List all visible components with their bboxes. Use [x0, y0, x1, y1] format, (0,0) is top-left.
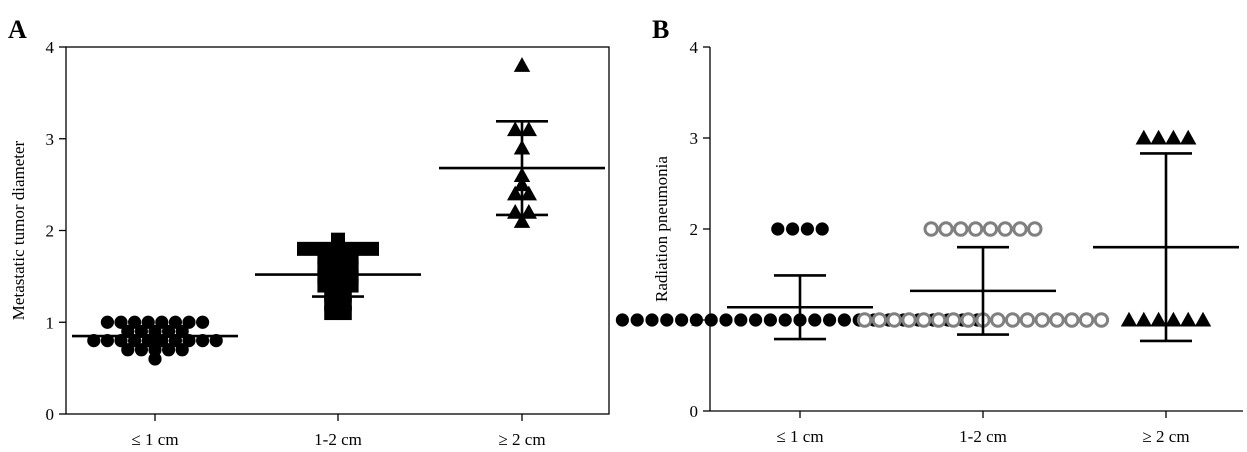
- panel-a-y-tick-label: 3: [46, 130, 55, 149]
- panel-b-marks: [615, 129, 1239, 343]
- panel-b-data-point: [815, 222, 829, 236]
- panel-b-data-point: [1034, 312, 1050, 328]
- panel-b-y-axis-title: Radiation pneumonia: [652, 156, 671, 302]
- panel-b-data-point: [808, 313, 822, 327]
- panel-b-data-point: [930, 312, 947, 328]
- panel-a-data-point: [513, 57, 531, 72]
- panel-a-data-point: [513, 213, 531, 228]
- panel-b-data-point: [1064, 312, 1080, 328]
- panel-b-data-point: [1004, 312, 1021, 328]
- panel-a-data-point: [507, 185, 524, 201]
- panel-b-data-point: [1150, 311, 1167, 327]
- panel-a-marks: [72, 57, 605, 366]
- panel-b-axes: 01234Radiation pneumonia≤ 1 cm1-2 cm≥ 2 …: [652, 38, 1243, 446]
- panel-b-data-point: [771, 222, 785, 236]
- panel-a-data-point: [337, 306, 352, 321]
- panel-a-data-point: [365, 241, 379, 256]
- panel-a-data-point: [297, 241, 311, 256]
- panel-b-data-point: [630, 313, 644, 327]
- panel-a-data-point: [520, 185, 537, 201]
- panel-a-axes: 0 1 2 3 4 Metastatic tumor diameter ≤ 1 cm 1-2 …: [9, 38, 610, 449]
- panel-a-data-point: [114, 315, 128, 329]
- panel-b-data-point: [1019, 312, 1036, 328]
- panel-b-data-point: [1135, 311, 1152, 327]
- panel-b-data-point: [823, 313, 837, 327]
- panel-a-y-axis-title: Metastatic tumor diameter: [9, 140, 28, 320]
- panel-b-category-label: ≥ 2 cm: [1142, 427, 1189, 446]
- panel-b-data-point: [615, 313, 630, 327]
- panel-a-category-label: ≤ 1 cm: [131, 430, 178, 449]
- panel-a-data-point: [182, 315, 196, 329]
- panel-b-data-point: [689, 313, 704, 327]
- panel-b-y-tick-label: 0: [690, 402, 699, 421]
- panel-b-y-tick-label: 3: [690, 129, 699, 148]
- panel-b-data-point: [704, 313, 718, 327]
- panel-b-data-point: [990, 312, 1006, 328]
- panel-b-letter: B: [652, 15, 669, 44]
- panel-b-y-tick-label: 4: [690, 38, 699, 57]
- panel-a-y-tick-label: 0: [46, 405, 55, 424]
- panel-b-data-point: [675, 313, 689, 327]
- panel-b-data-point: [1093, 312, 1110, 328]
- panel-b-category-label: ≤ 1 cm: [776, 427, 823, 446]
- panel-a-data-point: [507, 121, 524, 137]
- panel-b-data-point: [660, 313, 674, 327]
- panel-b-chart: B 01234Radiation pneumonia≤ 1 cm1-2 cm≥ …: [615, 15, 1243, 446]
- panel-b-data-point: [1180, 311, 1197, 327]
- panel-a-y-tick-label: 2: [46, 222, 55, 241]
- panel-b-data-point: [1165, 129, 1182, 145]
- panel-a-data-point: [148, 352, 162, 366]
- panel-a-data-point: [196, 315, 210, 329]
- panel-b-data-point: [1150, 129, 1167, 145]
- panel-b-data-point: [1027, 221, 1043, 237]
- panel-b-data-point: [778, 313, 792, 327]
- panel-a-letter: A: [8, 15, 27, 44]
- panel-a-category-label: ≥ 2 cm: [498, 430, 545, 449]
- panel-a-chart: A 0 1 2 3 4 Metastatic tumor diameter ≤ 1 cm 1-…: [8, 15, 610, 449]
- panel-b-data-point: [734, 313, 748, 327]
- panel-b-data-point: [982, 221, 999, 237]
- panel-a-data-point: [100, 315, 114, 329]
- panel-b-data-point: [871, 312, 888, 328]
- panel-b-category-label: 1-2 cm: [959, 427, 1007, 446]
- panel-a-data-point: [520, 121, 537, 137]
- panel-b-data-point: [800, 222, 815, 236]
- panel-b-data-point: [719, 313, 733, 327]
- panel-b-data-point: [967, 221, 984, 237]
- panel-b-data-point: [945, 312, 962, 328]
- panel-a-y-tick-label: 4: [46, 38, 55, 57]
- panel-b-data-point: [1135, 129, 1152, 145]
- panel-b-data-point: [901, 312, 917, 328]
- panel-b-data-point: [1078, 312, 1095, 328]
- panel-b-data-point: [997, 221, 1013, 237]
- panel-a-y-tick-label: 1: [46, 313, 55, 332]
- panel-a-data-point: [324, 306, 339, 321]
- panel-a-plot-frame: [65, 46, 610, 415]
- panel-b-data-point: [960, 312, 976, 328]
- panel-b-data-point: [1049, 312, 1065, 328]
- panel-b-data-point: [1194, 311, 1212, 327]
- panel-b-data-point: [886, 312, 902, 328]
- panel-b-data-point: [938, 221, 954, 237]
- panel-b-data-point: [837, 313, 852, 327]
- panel-b-data-point: [1180, 129, 1197, 145]
- panel-b-data-point: [953, 221, 969, 237]
- panel-b-data-point: [916, 312, 932, 328]
- panel-b-y-tick-label: 2: [690, 220, 699, 239]
- panel-b-data-point: [786, 222, 800, 236]
- panel-b-data-point: [749, 313, 763, 327]
- panel-a-category-label: 1-2 cm: [314, 430, 362, 449]
- panel-b-data-point: [1012, 221, 1028, 237]
- panel-b-data-point: [645, 313, 659, 327]
- panel-b-data-point: [1165, 311, 1182, 327]
- panel-b-data-point: [763, 313, 778, 327]
- panel-b-data-point: [1120, 311, 1138, 327]
- panel-b-data-point: [856, 312, 873, 328]
- panel-b-data-point: [923, 221, 939, 237]
